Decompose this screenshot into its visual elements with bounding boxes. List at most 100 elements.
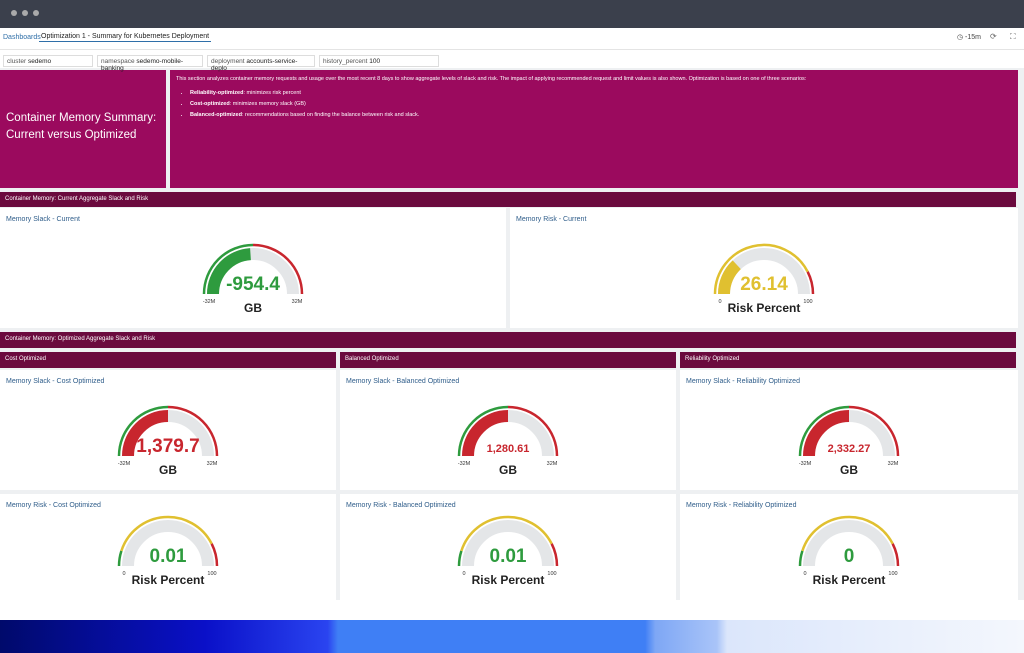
gauge-value-arc: [462, 410, 509, 457]
gauge: 0.01 Risk Percent 0 100: [457, 515, 559, 587]
filter-label: namespace: [101, 58, 135, 65]
panel-title: Memory Slack - Balanced Optimized: [346, 378, 460, 385]
panel-title: Memory Risk - Balanced Optimized: [346, 502, 456, 509]
gauge-min: 0: [803, 571, 806, 577]
panel-title: Memory Risk - Current: [516, 216, 587, 223]
filter-value: accounts-service-deplo: [211, 58, 298, 72]
gauge-max: 100: [207, 571, 216, 577]
gauge-threshold: [167, 405, 219, 457]
gauge-min: 0: [122, 571, 125, 577]
summary-text: This section analyzes container memory r…: [170, 70, 1018, 188]
filter-label: cluster: [7, 58, 27, 65]
gauge-threshold: [252, 243, 304, 295]
summary-item: Cost-optimized: minimizes memory slack (…: [190, 99, 1012, 110]
gauge-threshold: [801, 515, 894, 552]
gauge-threshold: [202, 243, 254, 295]
gauge-unit: Risk Percent: [472, 573, 545, 587]
gauge-max: 100: [888, 571, 897, 577]
gauge-threshold: [848, 405, 900, 457]
gauge-panel: Memory Risk - Reliability Optimized 0 Risk…: [680, 494, 1018, 600]
filter-label: history_percent: [323, 58, 368, 65]
gauge-panel: Memory Risk - Cost Optimized 0.01 Risk Per…: [0, 494, 336, 600]
breadcrumb[interactable]: Dashboards: [3, 34, 41, 41]
gauge: 2,332.27 GB -32M 32M: [798, 405, 900, 477]
summary-term: Balanced-optimized: [190, 112, 242, 118]
time-range[interactable]: -15m: [965, 34, 981, 41]
filter[interactable]: history_percent 100: [319, 55, 439, 67]
summary-desc: : minimizes risk percent: [243, 90, 301, 96]
gauge-unit: Risk Percent: [813, 573, 886, 587]
gauge: 26.14 Risk Percent 0 100: [713, 243, 815, 315]
gauge-panel: Memory Slack - Balanced Optimized 1,280.6…: [340, 370, 676, 490]
panel-title: Memory Slack - Reliability Optimized: [686, 378, 800, 385]
panel-title: Memory Risk - Reliability Optimized: [686, 502, 797, 509]
gauge-threshold: [120, 515, 213, 552]
filter[interactable]: namespace sedemo-mobile-banking: [97, 55, 203, 72]
summary-term: Reliability-optimized: [190, 90, 244, 96]
panel-title: Memory Slack - Cost Optimized: [6, 378, 105, 385]
gauge-min: -32M: [203, 299, 216, 305]
filter[interactable]: deployment accounts-service-deplo: [207, 55, 315, 72]
gauge-value: 2,332.27: [828, 443, 871, 455]
window-bar: [0, 0, 1024, 28]
group-header: Balanced Optimized: [340, 352, 676, 368]
gauge-panel: Memory Risk - Balanced Optimized 0.01 Risk…: [340, 494, 676, 600]
summary-intro: This section analyzes container memory r…: [176, 76, 807, 82]
group-header: Cost Optimized: [0, 352, 336, 368]
gauge-unit: Risk Percent: [728, 301, 801, 315]
filter-value: sedemo-mobile-banking: [101, 58, 184, 72]
section-header: Container Memory: Optimized Aggregate Sl…: [0, 332, 1016, 348]
gauge-panel: Memory Slack - Cost Optimized 1,379.7 GB -3…: [0, 370, 336, 490]
refresh-icon[interactable]: ⟳: [990, 32, 997, 41]
filter-value: 100: [369, 58, 381, 65]
gauge-min: -32M: [799, 461, 812, 467]
gauge-unit: GB: [159, 463, 177, 477]
gauge-max: 100: [547, 571, 556, 577]
gauge-max: 32M: [547, 461, 558, 467]
panel-title: Memory Risk - Cost Optimized: [6, 502, 101, 509]
gauge-panel: Memory Slack - Current -954.4 GB -32M 32M: [0, 208, 506, 328]
summary-term: Cost-optimized: [190, 101, 230, 107]
gauge-unit: GB: [840, 463, 858, 477]
gauge-threshold: [798, 550, 804, 567]
gauge: -954.4 GB -32M 32M: [202, 243, 304, 315]
gauge-max: 32M: [888, 461, 899, 467]
gauge-threshold: [713, 243, 809, 295]
filter[interactable]: cluster sedemo: [3, 55, 93, 67]
gauge-panel: Memory Risk - Current 26.14 Risk Percent 0 1…: [510, 208, 1018, 328]
gauge-track: [803, 520, 895, 567]
gauge-threshold: [117, 405, 169, 457]
gauge-max: 32M: [207, 461, 218, 467]
gauge-unit: GB: [244, 301, 262, 315]
gauge-threshold: [507, 405, 559, 457]
summary-item: Balanced-optimized: recommendations base…: [190, 110, 1012, 121]
fullscreen-icon[interactable]: ⛶: [1010, 32, 1016, 41]
filter-value: sedemo: [27, 58, 52, 65]
gauge-threshold: [806, 271, 815, 295]
gauge-track: [462, 520, 554, 567]
gauge-min: -32M: [118, 461, 131, 467]
gauge-value-arc: [718, 260, 742, 295]
gauge-threshold: [798, 405, 850, 457]
panel-title: Memory Slack - Current: [6, 216, 80, 223]
gauge: 0 Risk Percent 0 100: [798, 515, 900, 587]
gauge-min: 0: [462, 571, 465, 577]
gauge-value-arc: [122, 410, 169, 457]
clock-icon: ◷: [957, 34, 964, 41]
dashboard-title[interactable]: Optimization 1 - Summary for Kubernetes …: [39, 33, 212, 42]
gauge-min: -32M: [458, 461, 471, 467]
gauge-unit: GB: [499, 463, 517, 477]
gauge-max: 32M: [292, 299, 303, 305]
gauge-value: -954.4: [226, 274, 280, 295]
gauge-unit: Risk Percent: [132, 573, 205, 587]
gauge: 1,280.61 GB -32M 32M: [458, 405, 559, 477]
gauge-threshold: [117, 550, 123, 567]
window-dots: [11, 10, 39, 16]
summary-title: Container Memory Summary: Current versus…: [0, 70, 166, 188]
section-header: Container Memory: Current Aggregate Slac…: [0, 192, 1016, 207]
filter-label: deployment: [211, 58, 245, 65]
group-header: Reliability Optimized: [680, 352, 1016, 368]
gauge-max: 100: [803, 299, 812, 305]
summary-list: Reliability-optimized: minimizes risk pe…: [176, 88, 1012, 121]
